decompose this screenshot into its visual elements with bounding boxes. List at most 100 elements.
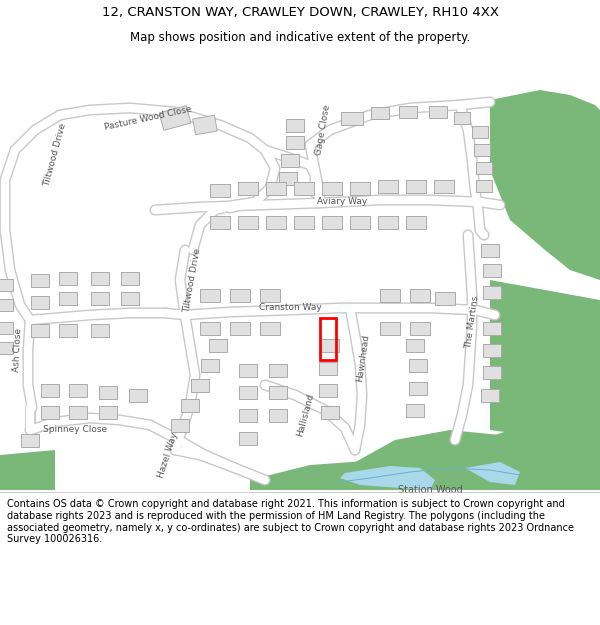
Polygon shape <box>465 462 520 485</box>
Text: The Martins: The Martins <box>464 295 480 349</box>
Bar <box>210 184 230 196</box>
Bar <box>483 344 501 356</box>
Bar <box>210 216 230 229</box>
Bar <box>91 271 109 284</box>
Bar <box>483 264 501 276</box>
Polygon shape <box>490 280 600 445</box>
Bar <box>406 216 426 229</box>
Bar <box>269 364 287 376</box>
Bar <box>321 406 339 419</box>
Polygon shape <box>480 425 600 490</box>
Bar <box>434 179 454 192</box>
Bar <box>483 321 501 334</box>
Text: Tiltwood Drive: Tiltwood Drive <box>182 247 202 313</box>
Text: Cranston Way: Cranston Way <box>259 304 322 312</box>
Bar <box>209 339 227 351</box>
Bar <box>483 366 501 379</box>
Bar <box>230 321 250 334</box>
Bar <box>31 324 49 336</box>
Text: Hawnhead: Hawnhead <box>355 334 371 382</box>
Bar <box>286 119 304 131</box>
Bar <box>99 406 117 419</box>
Text: Station Wood: Station Wood <box>398 485 463 495</box>
Bar <box>200 289 220 301</box>
Text: Hazel Way: Hazel Way <box>157 431 179 479</box>
Bar <box>59 324 77 336</box>
Polygon shape <box>350 430 600 490</box>
Bar <box>341 111 363 124</box>
Bar <box>474 144 490 156</box>
Bar <box>483 286 501 299</box>
Bar <box>201 359 219 371</box>
Bar <box>294 181 314 194</box>
Bar <box>472 126 488 138</box>
Text: Spinney Close: Spinney Close <box>43 426 107 434</box>
Bar <box>410 321 430 334</box>
Bar <box>0 342 13 354</box>
Text: Pasture Wood Close: Pasture Wood Close <box>103 104 193 132</box>
Bar <box>429 106 447 118</box>
Bar <box>378 216 398 229</box>
Bar <box>238 181 258 194</box>
Bar <box>378 179 398 192</box>
Bar <box>0 299 13 311</box>
Bar <box>31 296 49 309</box>
Bar <box>281 154 299 166</box>
Bar <box>0 322 13 334</box>
Bar <box>269 386 287 399</box>
Bar <box>406 179 426 192</box>
Bar <box>409 381 427 394</box>
Bar <box>171 419 189 431</box>
Text: Gage Close: Gage Close <box>314 104 332 156</box>
Text: Tiltwood Drive: Tiltwood Drive <box>42 122 68 188</box>
Bar <box>320 318 336 360</box>
Bar <box>121 271 139 284</box>
Bar <box>476 162 492 174</box>
Bar <box>266 181 286 194</box>
Bar <box>41 406 59 419</box>
Bar <box>406 404 424 416</box>
Bar <box>181 399 199 411</box>
Bar <box>260 289 280 301</box>
Bar <box>99 386 117 399</box>
Bar <box>191 379 209 391</box>
Bar <box>239 409 257 421</box>
Bar <box>121 291 139 304</box>
Bar <box>435 291 455 304</box>
Bar <box>59 291 77 304</box>
Bar <box>31 274 49 286</box>
Bar <box>239 386 257 399</box>
Bar <box>321 339 339 351</box>
Bar <box>159 106 191 131</box>
Text: Map shows position and indicative extent of the property.: Map shows position and indicative extent… <box>130 31 470 44</box>
Bar <box>399 106 417 118</box>
Bar <box>260 321 280 334</box>
Text: 12, CRANSTON WAY, CRAWLEY DOWN, CRAWLEY, RH10 4XX: 12, CRANSTON WAY, CRAWLEY DOWN, CRAWLEY,… <box>101 6 499 19</box>
Bar <box>476 180 492 192</box>
Bar <box>230 289 250 301</box>
Bar <box>371 107 389 119</box>
Bar <box>410 289 430 301</box>
Bar <box>41 384 59 396</box>
Bar <box>279 171 297 184</box>
Polygon shape <box>250 460 490 490</box>
Bar <box>266 216 286 229</box>
Bar <box>200 321 220 334</box>
Bar <box>21 434 39 446</box>
Text: Contains OS data © Crown copyright and database right 2021. This information is : Contains OS data © Crown copyright and d… <box>7 499 574 544</box>
Bar <box>481 244 499 256</box>
Polygon shape <box>340 466 435 490</box>
Bar <box>322 216 342 229</box>
Bar <box>409 359 427 371</box>
Bar <box>269 409 287 421</box>
Bar <box>286 136 304 149</box>
Bar <box>350 216 370 229</box>
Bar <box>454 112 470 124</box>
Text: Aviary Way: Aviary Way <box>317 198 367 206</box>
Polygon shape <box>0 450 55 490</box>
Bar <box>322 181 342 194</box>
Bar <box>69 406 87 419</box>
Bar <box>319 361 337 374</box>
Bar <box>0 279 13 291</box>
Bar <box>193 115 217 135</box>
